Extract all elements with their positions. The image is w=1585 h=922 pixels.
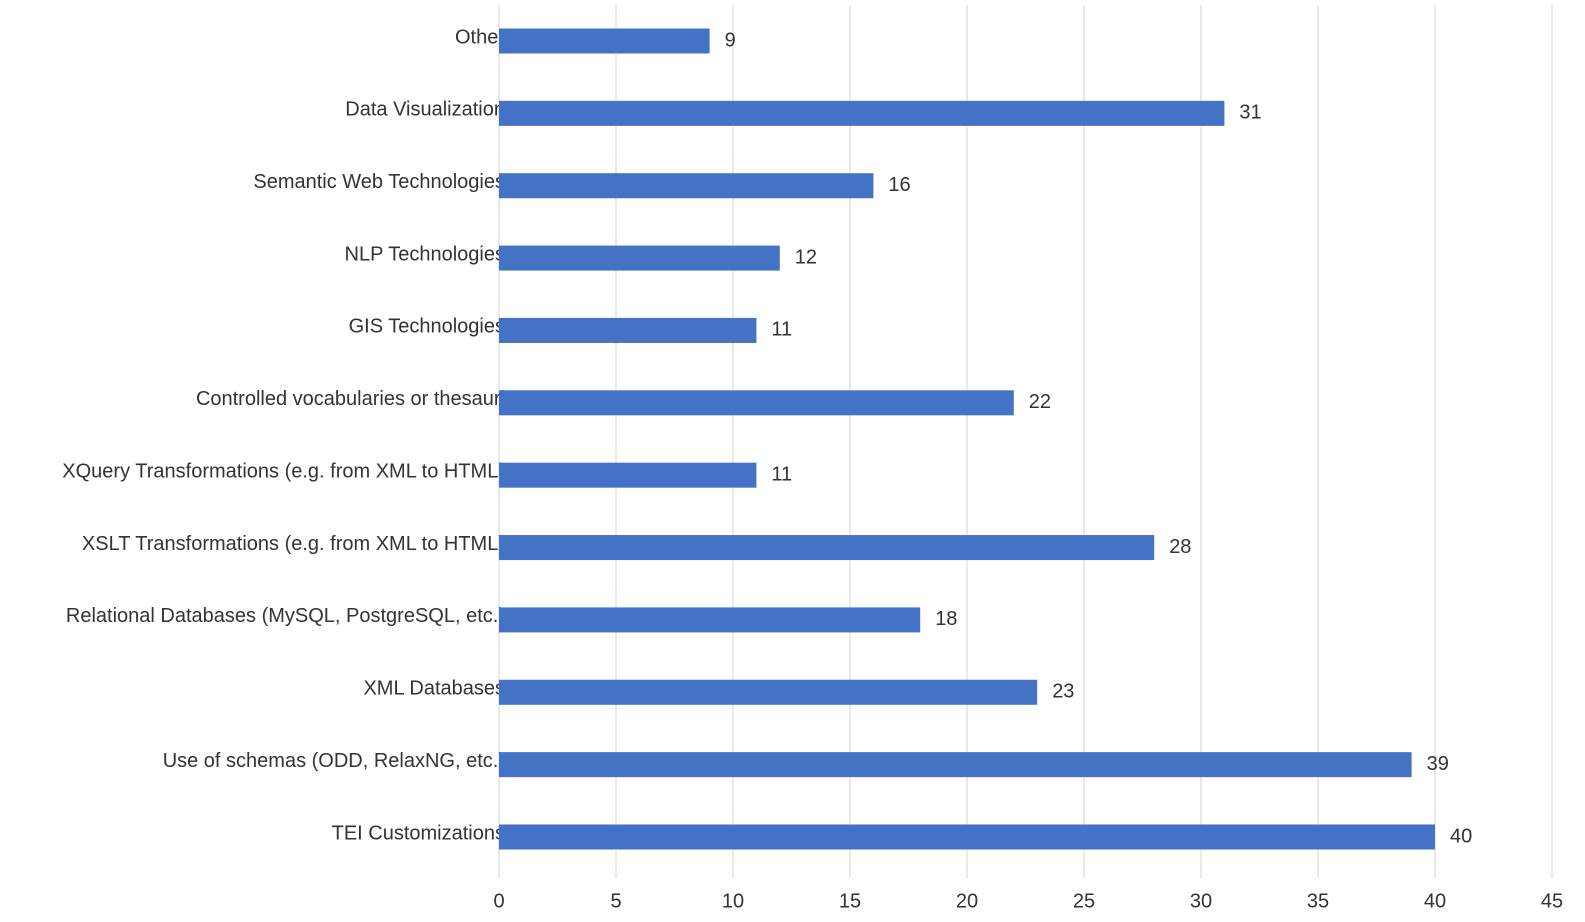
bar <box>499 752 1412 778</box>
bar <box>499 462 757 488</box>
data-label: 11 <box>771 463 792 485</box>
x-tick-label: 15 <box>839 890 861 912</box>
y-tick-label: XML Databases <box>363 678 505 700</box>
bar <box>499 679 1038 705</box>
bar <box>499 100 1225 126</box>
bar <box>499 245 780 271</box>
data-label: 9 <box>725 29 736 51</box>
bar <box>499 535 1155 561</box>
data-label: 12 <box>795 246 817 268</box>
x-tick-label: 30 <box>1190 890 1212 912</box>
y-tick-label: Controlled vocabularies or thesauri <box>196 388 505 410</box>
x-tick-label: 5 <box>610 890 621 912</box>
data-label: 18 <box>935 608 957 630</box>
x-tick-label: 20 <box>956 890 978 912</box>
y-tick-label: Use of schemas (ODD, RelaxNG, etc.) <box>163 750 505 772</box>
bar <box>499 390 1014 416</box>
data-label: 31 <box>1239 102 1261 124</box>
data-label: 28 <box>1169 536 1191 558</box>
x-tick-label: 0 <box>493 890 504 912</box>
y-tick-label: NLP Technologies <box>345 243 506 265</box>
y-tick-label: XSLT Transformations (e.g. from XML to H… <box>82 533 505 555</box>
x-tick-label: 10 <box>722 890 744 912</box>
x-tick-label: 35 <box>1307 890 1329 912</box>
y-tick-label: GIS Technologies <box>349 316 505 338</box>
y-tick-label: Relational Databases (MySQL, PostgreSQL,… <box>66 605 505 627</box>
bar <box>499 607 921 633</box>
data-label: 23 <box>1052 681 1074 703</box>
y-tick-label: Other <box>455 26 505 48</box>
y-tick-label: TEI Customizations <box>332 822 505 844</box>
data-label: 16 <box>888 174 910 196</box>
bar <box>499 173 874 199</box>
data-label: 39 <box>1427 753 1449 775</box>
x-tick-label: 45 <box>1541 890 1563 912</box>
y-tick-label: XQuery Transformations (e.g. from XML to… <box>62 460 505 482</box>
data-label: 22 <box>1029 391 1051 413</box>
bar <box>499 824 1435 850</box>
y-tick-label: Semantic Web Technologies <box>253 171 505 193</box>
bar <box>499 317 757 343</box>
bar <box>499 28 710 54</box>
data-label: 11 <box>771 319 792 341</box>
data-label: 40 <box>1450 825 1472 847</box>
x-tick-label: 40 <box>1424 890 1446 912</box>
y-tick-label: Data Visualization <box>345 99 505 121</box>
x-tick-label: 25 <box>1073 890 1095 912</box>
